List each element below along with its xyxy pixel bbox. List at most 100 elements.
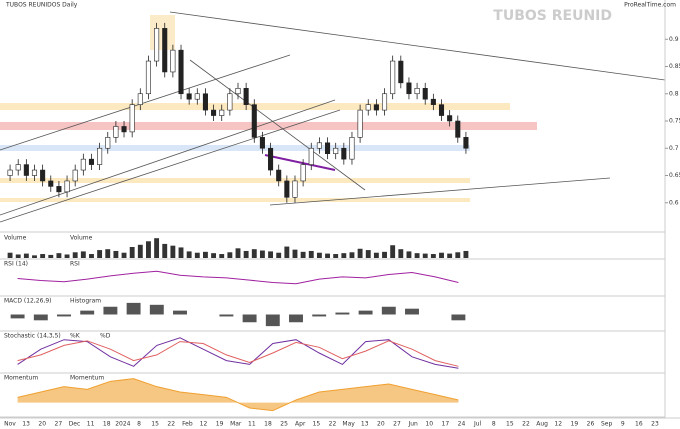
bar	[48, 254, 54, 258]
legend-entry: Volume	[70, 235, 93, 242]
candle-body	[390, 60, 396, 95]
line	[17, 270, 459, 285]
panel-title: RSI (14)	[4, 261, 28, 268]
candle-body	[455, 120, 461, 138]
bar	[173, 310, 187, 315]
x-tick-label: Jun	[407, 421, 418, 428]
bar	[162, 243, 168, 258]
candle-body	[357, 109, 363, 138]
x-tick-label: 17	[442, 421, 450, 428]
bar	[129, 247, 135, 258]
x-tick-label: Dec	[69, 421, 81, 428]
panel-title: Stochastic (14,3,5)	[4, 333, 61, 340]
bar	[292, 249, 298, 258]
candle-body	[88, 158, 95, 165]
bar	[349, 252, 355, 258]
watermark: TUBOS REUNID	[493, 8, 612, 24]
candle-body	[154, 28, 160, 62]
candle-body	[447, 115, 453, 122]
candle-body	[463, 137, 469, 149]
bar	[186, 251, 192, 258]
candle-body	[113, 126, 119, 138]
bar	[103, 306, 118, 315]
x-tick-label: 16	[635, 421, 643, 428]
bar	[276, 252, 282, 258]
candle-body	[211, 109, 217, 116]
bar	[405, 308, 419, 315]
candle-body	[40, 169, 46, 182]
candle-body	[105, 137, 111, 149]
candle-body	[373, 104, 379, 111]
bar	[308, 250, 314, 258]
panel-title: MACD (12,26,9)	[4, 298, 51, 305]
x-tick-label: 12	[554, 421, 562, 428]
candle-body	[398, 60, 404, 84]
bar	[137, 244, 143, 258]
candle-body	[72, 169, 78, 182]
trend-line	[0, 109, 341, 223]
legend-entry: RSI	[70, 261, 80, 268]
bar	[56, 253, 62, 258]
y-tick-label: 0.6	[669, 199, 679, 206]
candle-body	[276, 169, 282, 182]
zone	[0, 198, 470, 202]
x-tick-label: May	[342, 421, 355, 428]
x-tick-label: Sep	[601, 421, 613, 428]
candle-body	[23, 164, 29, 176]
candle-body	[219, 109, 225, 116]
bar	[33, 314, 48, 321]
panel-title: Momentum	[4, 375, 38, 382]
candle-body	[186, 93, 192, 100]
bar	[235, 248, 241, 258]
bar	[7, 252, 13, 258]
bar	[284, 246, 290, 258]
bar	[333, 254, 339, 258]
x-tick-label: 27	[55, 421, 63, 428]
line	[17, 340, 459, 367]
bar	[10, 314, 25, 319]
bar	[126, 302, 141, 315]
candle-body	[170, 49, 176, 73]
candle-body	[316, 142, 322, 149]
bar	[316, 252, 322, 258]
legend-entry: %D	[100, 333, 111, 340]
candle-body	[31, 169, 38, 176]
x-tick-label: 22	[522, 421, 530, 428]
bar	[357, 248, 363, 258]
candle-body	[300, 164, 306, 182]
line	[17, 337, 459, 369]
candle-body	[325, 142, 331, 155]
bar	[341, 253, 347, 258]
bar	[121, 252, 127, 258]
y-tick-label: 0.65	[669, 172, 680, 179]
x-tick-label: 12	[200, 421, 208, 428]
bar	[219, 314, 234, 317]
x-tick-label: 24	[458, 421, 466, 428]
x-tick-label: 13	[22, 421, 30, 428]
x-tick-label: 25	[280, 421, 288, 428]
x-tick-label: 20	[377, 421, 385, 428]
candle-body	[137, 93, 143, 105]
x-tick-label: 22	[167, 421, 175, 428]
chart-title: TUBOS REUNIDOS Daily	[5, 2, 78, 9]
y-tick-label: 0.8	[669, 90, 679, 97]
x-tick-label: Nov	[4, 421, 16, 428]
x-tick-label: 27	[393, 421, 401, 428]
x-tick-label: 13	[361, 421, 369, 428]
bar	[15, 254, 21, 258]
trend-line	[0, 99, 336, 216]
candle-body	[80, 158, 86, 171]
bar	[243, 250, 249, 258]
bar	[146, 241, 151, 258]
candle-body	[48, 180, 54, 187]
bar	[64, 254, 70, 258]
bar	[463, 250, 469, 258]
bar	[202, 251, 208, 258]
x-tick-label: 2024	[115, 421, 130, 428]
candle-body	[268, 147, 274, 171]
x-tick-label: 15	[506, 421, 514, 428]
candle-body	[227, 93, 233, 111]
area	[17, 378, 459, 411]
candle-body	[194, 93, 200, 100]
